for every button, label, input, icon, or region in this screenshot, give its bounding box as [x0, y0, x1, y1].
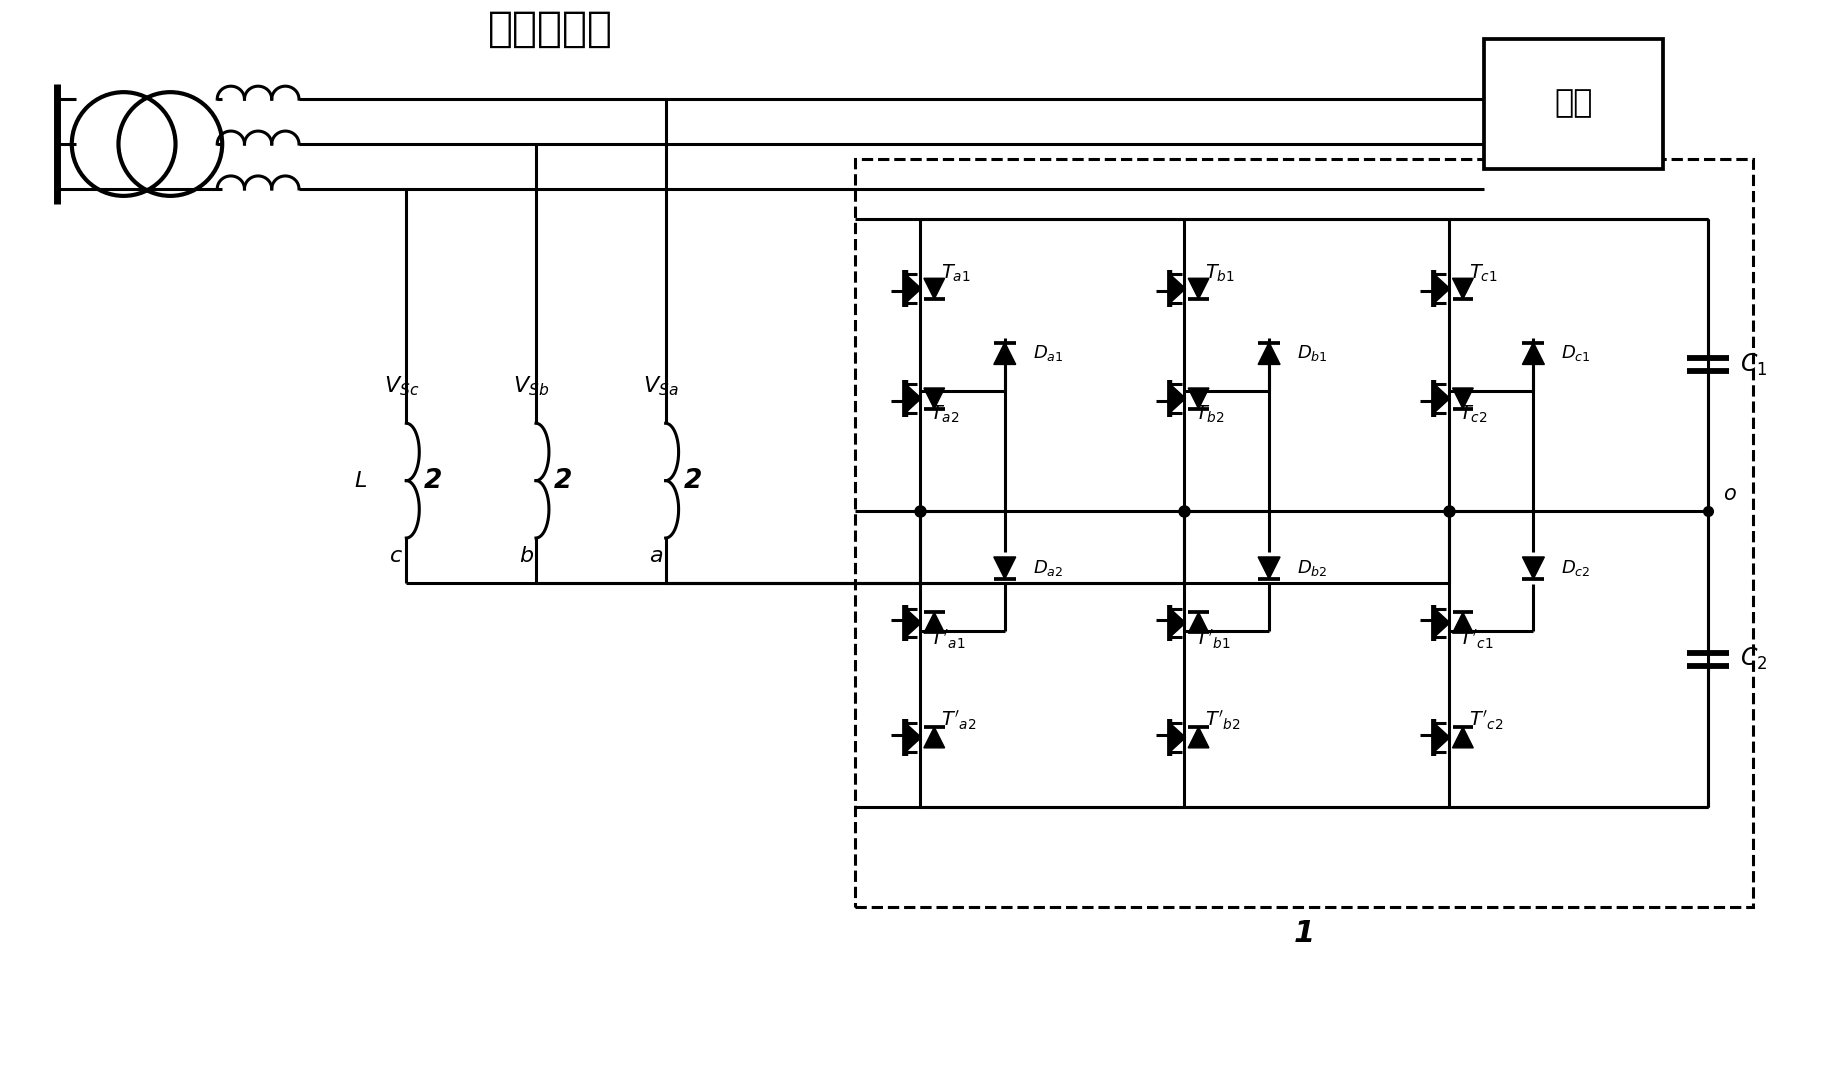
Polygon shape: [1435, 384, 1450, 413]
Text: 2: 2: [554, 468, 573, 494]
Polygon shape: [1453, 727, 1474, 748]
Polygon shape: [1523, 342, 1545, 365]
Polygon shape: [923, 388, 945, 409]
Polygon shape: [1453, 278, 1474, 299]
Text: $T_{a1}$: $T_{a1}$: [941, 263, 971, 283]
Polygon shape: [1171, 608, 1185, 637]
Text: a: a: [650, 546, 662, 565]
Bar: [855, 159, 1752, 907]
Polygon shape: [923, 613, 945, 633]
Polygon shape: [1189, 613, 1209, 633]
Text: $V_{Sc}$: $V_{Sc}$: [384, 374, 418, 398]
Polygon shape: [1171, 275, 1185, 303]
Text: $D_{b1}$: $D_{b1}$: [1297, 343, 1329, 364]
Text: $T_{c2}$: $T_{c2}$: [1459, 403, 1488, 425]
Polygon shape: [1259, 342, 1281, 365]
Polygon shape: [1171, 384, 1185, 413]
Text: $T'_{b2}$: $T'_{b2}$: [1206, 709, 1240, 733]
Polygon shape: [1189, 388, 1209, 409]
Polygon shape: [923, 727, 945, 748]
Text: 2: 2: [684, 468, 703, 494]
Text: b: b: [519, 546, 534, 565]
Polygon shape: [906, 608, 921, 637]
Text: $T'_{a2}$: $T'_{a2}$: [941, 709, 976, 733]
Polygon shape: [1189, 278, 1209, 299]
Polygon shape: [1435, 275, 1450, 303]
Text: $T_{b2}$: $T_{b2}$: [1195, 403, 1224, 425]
Text: o: o: [1723, 484, 1736, 504]
Text: $T'_{c2}$: $T'_{c2}$: [1470, 709, 1505, 733]
Polygon shape: [1453, 613, 1474, 633]
Text: c: c: [391, 546, 402, 565]
Text: $T'_{a1}$: $T'_{a1}$: [930, 628, 965, 651]
Text: L: L: [354, 471, 367, 490]
Polygon shape: [1523, 557, 1545, 579]
Polygon shape: [923, 278, 945, 299]
Polygon shape: [906, 275, 921, 303]
Text: $T_{a2}$: $T_{a2}$: [930, 403, 960, 425]
Text: $D_{b2}$: $D_{b2}$: [1297, 558, 1329, 578]
Text: $D_{a1}$: $D_{a1}$: [1033, 343, 1062, 364]
Polygon shape: [1435, 723, 1450, 752]
Text: $T_{b1}$: $T_{b1}$: [1206, 263, 1235, 283]
Text: $V_{Sa}$: $V_{Sa}$: [642, 374, 679, 398]
Text: 1: 1: [1294, 918, 1314, 949]
Text: 2: 2: [424, 468, 442, 494]
Text: 中高压电网: 中高压电网: [488, 9, 613, 50]
Text: $C_2$: $C_2$: [1740, 646, 1767, 673]
Polygon shape: [1171, 723, 1185, 752]
Text: $V_{Sb}$: $V_{Sb}$: [514, 374, 549, 398]
Polygon shape: [995, 342, 1017, 365]
Polygon shape: [906, 723, 921, 752]
Bar: [1483, 40, 1663, 168]
Polygon shape: [995, 557, 1017, 579]
Text: $D_{a2}$: $D_{a2}$: [1033, 558, 1062, 578]
Polygon shape: [906, 384, 921, 413]
Polygon shape: [1189, 727, 1209, 748]
Text: $C_1$: $C_1$: [1740, 352, 1767, 378]
Polygon shape: [1259, 557, 1281, 579]
Text: $T'_{c1}$: $T'_{c1}$: [1459, 628, 1494, 651]
Text: $D_{c1}$: $D_{c1}$: [1562, 343, 1591, 364]
Polygon shape: [1435, 608, 1450, 637]
Text: $D_{c2}$: $D_{c2}$: [1562, 558, 1591, 578]
Text: 负载: 负载: [1554, 89, 1593, 119]
Polygon shape: [1453, 388, 1474, 409]
Text: $T'_{b1}$: $T'_{b1}$: [1195, 628, 1231, 651]
Text: $T_{c1}$: $T_{c1}$: [1470, 263, 1497, 283]
